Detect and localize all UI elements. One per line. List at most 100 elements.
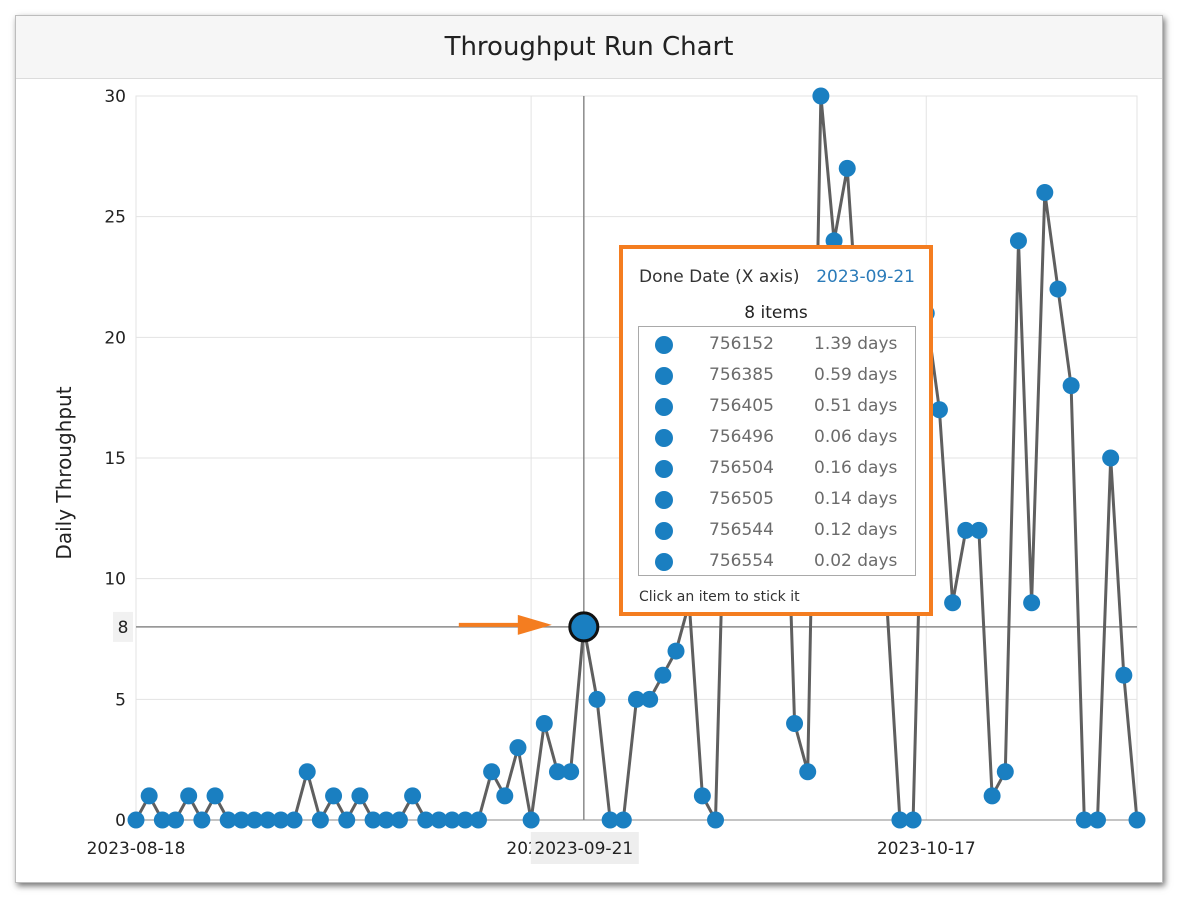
data-point[interactable] xyxy=(944,594,962,612)
data-point[interactable] xyxy=(654,666,672,684)
data-point[interactable] xyxy=(153,811,171,829)
data-point[interactable] xyxy=(298,763,316,781)
data-point[interactable] xyxy=(930,401,948,419)
data-point[interactable] xyxy=(246,811,264,829)
item-dot-icon xyxy=(655,460,673,478)
data-point[interactable] xyxy=(311,811,329,829)
tooltip-item[interactable]: 756405 0.51 days xyxy=(639,391,915,422)
data-point[interactable] xyxy=(891,811,909,829)
data-point[interactable] xyxy=(1088,811,1106,829)
data-point[interactable] xyxy=(180,787,198,805)
item-id: 756505 xyxy=(709,489,774,509)
data-point[interactable] xyxy=(535,714,553,732)
data-point[interactable] xyxy=(1115,666,1133,684)
data-point[interactable] xyxy=(548,763,566,781)
data-point[interactable] xyxy=(983,787,1001,805)
item-id: 756544 xyxy=(709,520,774,540)
y-hover-label: 8 xyxy=(118,618,129,638)
data-point[interactable] xyxy=(1062,377,1080,395)
arrow-icon xyxy=(517,614,552,635)
data-point[interactable] xyxy=(219,811,237,829)
tooltip-item[interactable]: 756385 0.59 days xyxy=(639,360,915,391)
tooltip-item[interactable]: 756496 0.06 days xyxy=(639,422,915,453)
hover-tooltip: Done Date (X axis) 2023-09-21 8 items 75… xyxy=(619,245,933,616)
data-point[interactable] xyxy=(285,811,303,829)
data-point[interactable] xyxy=(351,787,369,805)
data-point[interactable] xyxy=(127,811,145,829)
data-point[interactable] xyxy=(812,87,830,105)
x-hover-badge xyxy=(530,832,639,864)
data-point[interactable] xyxy=(1075,811,1093,829)
data-point[interactable] xyxy=(509,739,527,757)
data-point[interactable] xyxy=(707,811,725,829)
item-id: 756405 xyxy=(709,396,774,416)
data-point[interactable] xyxy=(272,811,290,829)
data-point[interactable] xyxy=(496,787,514,805)
data-point[interactable] xyxy=(1128,811,1146,829)
data-point[interactable] xyxy=(443,811,461,829)
data-point[interactable] xyxy=(904,811,922,829)
x-tick-label: 2023-10-17 xyxy=(877,839,976,859)
data-point[interactable] xyxy=(693,787,711,805)
chart-title: Throughput Run Chart xyxy=(16,16,1162,79)
data-point[interactable] xyxy=(483,763,501,781)
x-hover-label: 2023-09-21 xyxy=(534,839,633,859)
data-point[interactable] xyxy=(614,811,632,829)
tooltip-item[interactable]: 756544 0.12 days xyxy=(639,515,915,546)
data-point[interactable] xyxy=(167,811,185,829)
data-point[interactable] xyxy=(957,521,975,539)
data-point[interactable] xyxy=(588,690,606,708)
data-point[interactable] xyxy=(469,811,487,829)
y-tick-label: 30 xyxy=(104,87,126,107)
data-point[interactable] xyxy=(259,811,277,829)
tooltip-item[interactable]: 756505 0.14 days xyxy=(639,484,915,515)
data-point[interactable] xyxy=(404,787,422,805)
data-point[interactable] xyxy=(838,159,856,177)
data-point[interactable] xyxy=(364,811,382,829)
data-point[interactable] xyxy=(456,811,474,829)
data-point[interactable] xyxy=(193,811,211,829)
data-point[interactable] xyxy=(390,811,408,829)
data-point[interactable] xyxy=(601,811,619,829)
data-point[interactable] xyxy=(996,763,1014,781)
item-id: 756152 xyxy=(709,334,774,354)
tooltip-item[interactable]: 756554 0.02 days xyxy=(639,546,915,577)
tooltip-header-label: Done Date (X axis) xyxy=(639,267,800,287)
data-point[interactable] xyxy=(522,811,540,829)
data-point[interactable] xyxy=(628,690,645,708)
item-cycle-time: 0.16 days xyxy=(814,458,898,478)
x-tick-label: 2023-08-18 xyxy=(87,839,186,859)
data-point[interactable] xyxy=(377,811,395,829)
data-point[interactable] xyxy=(786,714,804,732)
data-point[interactable] xyxy=(667,642,685,660)
item-cycle-time: 0.06 days xyxy=(814,427,898,447)
data-point[interactable] xyxy=(430,811,448,829)
data-point[interactable] xyxy=(140,787,158,805)
data-point[interactable] xyxy=(325,787,343,805)
tooltip-item[interactable]: 756504 0.16 days xyxy=(639,453,915,484)
data-point[interactable] xyxy=(1009,232,1027,250)
data-point[interactable] xyxy=(232,811,250,829)
data-point[interactable] xyxy=(1102,449,1120,467)
tooltip-item-count: 8 items xyxy=(744,303,808,323)
data-point[interactable] xyxy=(1023,594,1041,612)
data-point[interactable] xyxy=(799,763,817,781)
data-point[interactable] xyxy=(206,787,224,805)
tooltip-item[interactable]: 756152 1.39 days xyxy=(639,329,915,360)
item-id: 756554 xyxy=(709,551,774,571)
run-chart[interactable]: 0510152025302023-08-182023-2023-10-17820… xyxy=(16,16,1162,882)
data-point[interactable] xyxy=(562,763,580,781)
item-cycle-time: 0.14 days xyxy=(814,489,898,509)
tooltip-item-list: 756152 1.39 days 756385 0.59 days 756405… xyxy=(638,326,916,576)
y-tick-label: 20 xyxy=(104,328,126,348)
highlighted-data-point[interactable] xyxy=(568,611,600,643)
data-point[interactable] xyxy=(1036,184,1054,202)
data-point[interactable] xyxy=(1049,280,1067,298)
y-tick-label: 10 xyxy=(104,570,126,590)
data-point[interactable] xyxy=(417,811,435,829)
data-point[interactable] xyxy=(641,690,659,708)
data-point[interactable] xyxy=(970,521,988,539)
y-tick-label: 25 xyxy=(104,208,126,228)
data-point[interactable] xyxy=(338,811,356,829)
y-hover-badge xyxy=(113,611,133,642)
